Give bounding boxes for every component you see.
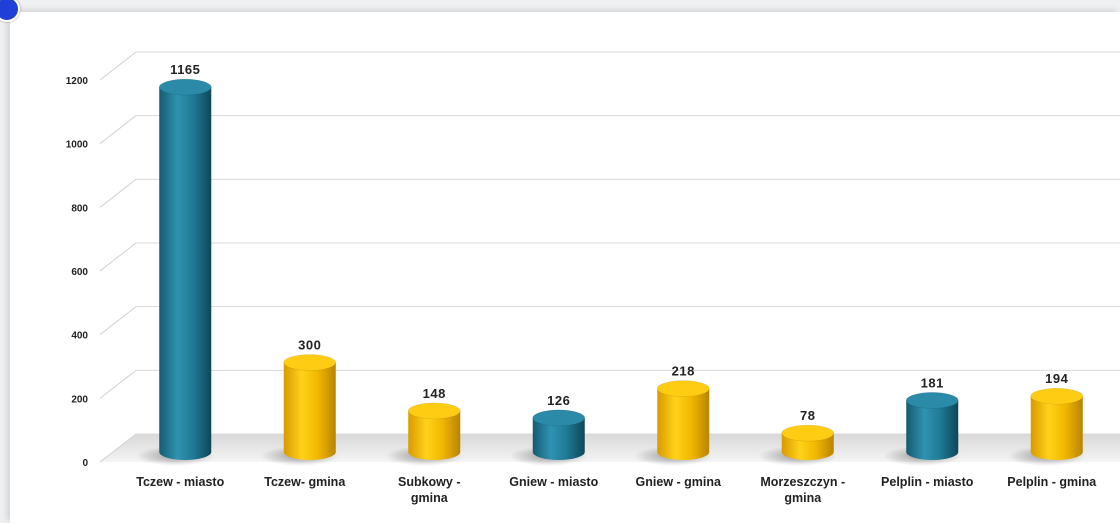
bar — [634, 380, 713, 466]
gridline-depth — [99, 178, 137, 208]
y-tick-label: 400 — [71, 331, 88, 342]
data-label: 181 — [921, 375, 944, 390]
bar-top — [283, 354, 337, 371]
y-axis: 0 200 400 600 800 1000 1200 — [66, 76, 89, 469]
bar — [758, 424, 837, 466]
x-tick-label: Gniew - miasto — [509, 475, 598, 489]
bar-body — [657, 388, 710, 460]
y-tick-label: 600 — [71, 267, 88, 278]
corner-badge-icon — [0, 0, 20, 22]
bar-top — [781, 424, 835, 442]
data-label: 194 — [1045, 371, 1068, 386]
bar-body — [408, 410, 461, 460]
gridline-depth — [99, 115, 137, 145]
bar — [883, 392, 962, 466]
bar-top — [407, 402, 461, 420]
x-axis: Tczew - miasto Tczew- gmina Subkowy -gmina… — [136, 475, 1097, 505]
bar — [509, 409, 588, 466]
x-tick-label: Subkowy -gmina — [398, 475, 461, 505]
data-label: 218 — [672, 364, 695, 379]
bar — [1007, 387, 1086, 466]
bar — [260, 354, 339, 466]
bar-top — [656, 380, 710, 397]
y-tick-label: 1200 — [66, 76, 89, 87]
x-tick-label: Morzeszczyn -gmina — [760, 475, 845, 505]
bar-top — [1030, 387, 1084, 405]
y-tick-label: 800 — [71, 203, 88, 214]
bar — [385, 402, 464, 466]
x-tick-label: Pelplin - gmina — [1007, 475, 1097, 489]
bar-body — [1030, 396, 1083, 460]
gridlines — [99, 51, 1120, 463]
x-tick-label: Tczew - miasto — [136, 475, 224, 489]
bar-body — [159, 87, 212, 461]
bar — [136, 78, 215, 466]
bar-body — [532, 417, 585, 460]
gridline-depth — [99, 369, 137, 399]
gridline-depth — [99, 51, 137, 81]
y-tick-label: 0 — [82, 458, 88, 469]
x-tick-label: Pelplin - miasto — [881, 475, 974, 489]
data-label: 300 — [298, 338, 321, 353]
x-tick-label: Gniew - gmina — [636, 475, 722, 489]
bar-top — [905, 392, 959, 409]
bar-body — [283, 362, 336, 460]
gridline-depth — [99, 433, 137, 463]
bar-body — [906, 400, 959, 460]
x-tick-label: Tczew- gmina — [264, 475, 346, 489]
y-tick-label: 200 — [71, 394, 88, 405]
bar-top — [158, 78, 212, 96]
data-label: 1165 — [170, 62, 200, 77]
gridline-depth — [99, 306, 137, 336]
bar-top — [532, 409, 586, 427]
data-label: 126 — [547, 393, 570, 408]
data-labels: 1165 300 148 126 218 78 181 194 — [170, 62, 1068, 423]
gridline-depth — [99, 242, 137, 272]
data-label: 148 — [423, 386, 446, 401]
y-tick-label: 1000 — [66, 140, 89, 151]
bars — [136, 78, 1086, 466]
data-label: 78 — [800, 408, 815, 423]
chart-floor — [100, 434, 1120, 462]
